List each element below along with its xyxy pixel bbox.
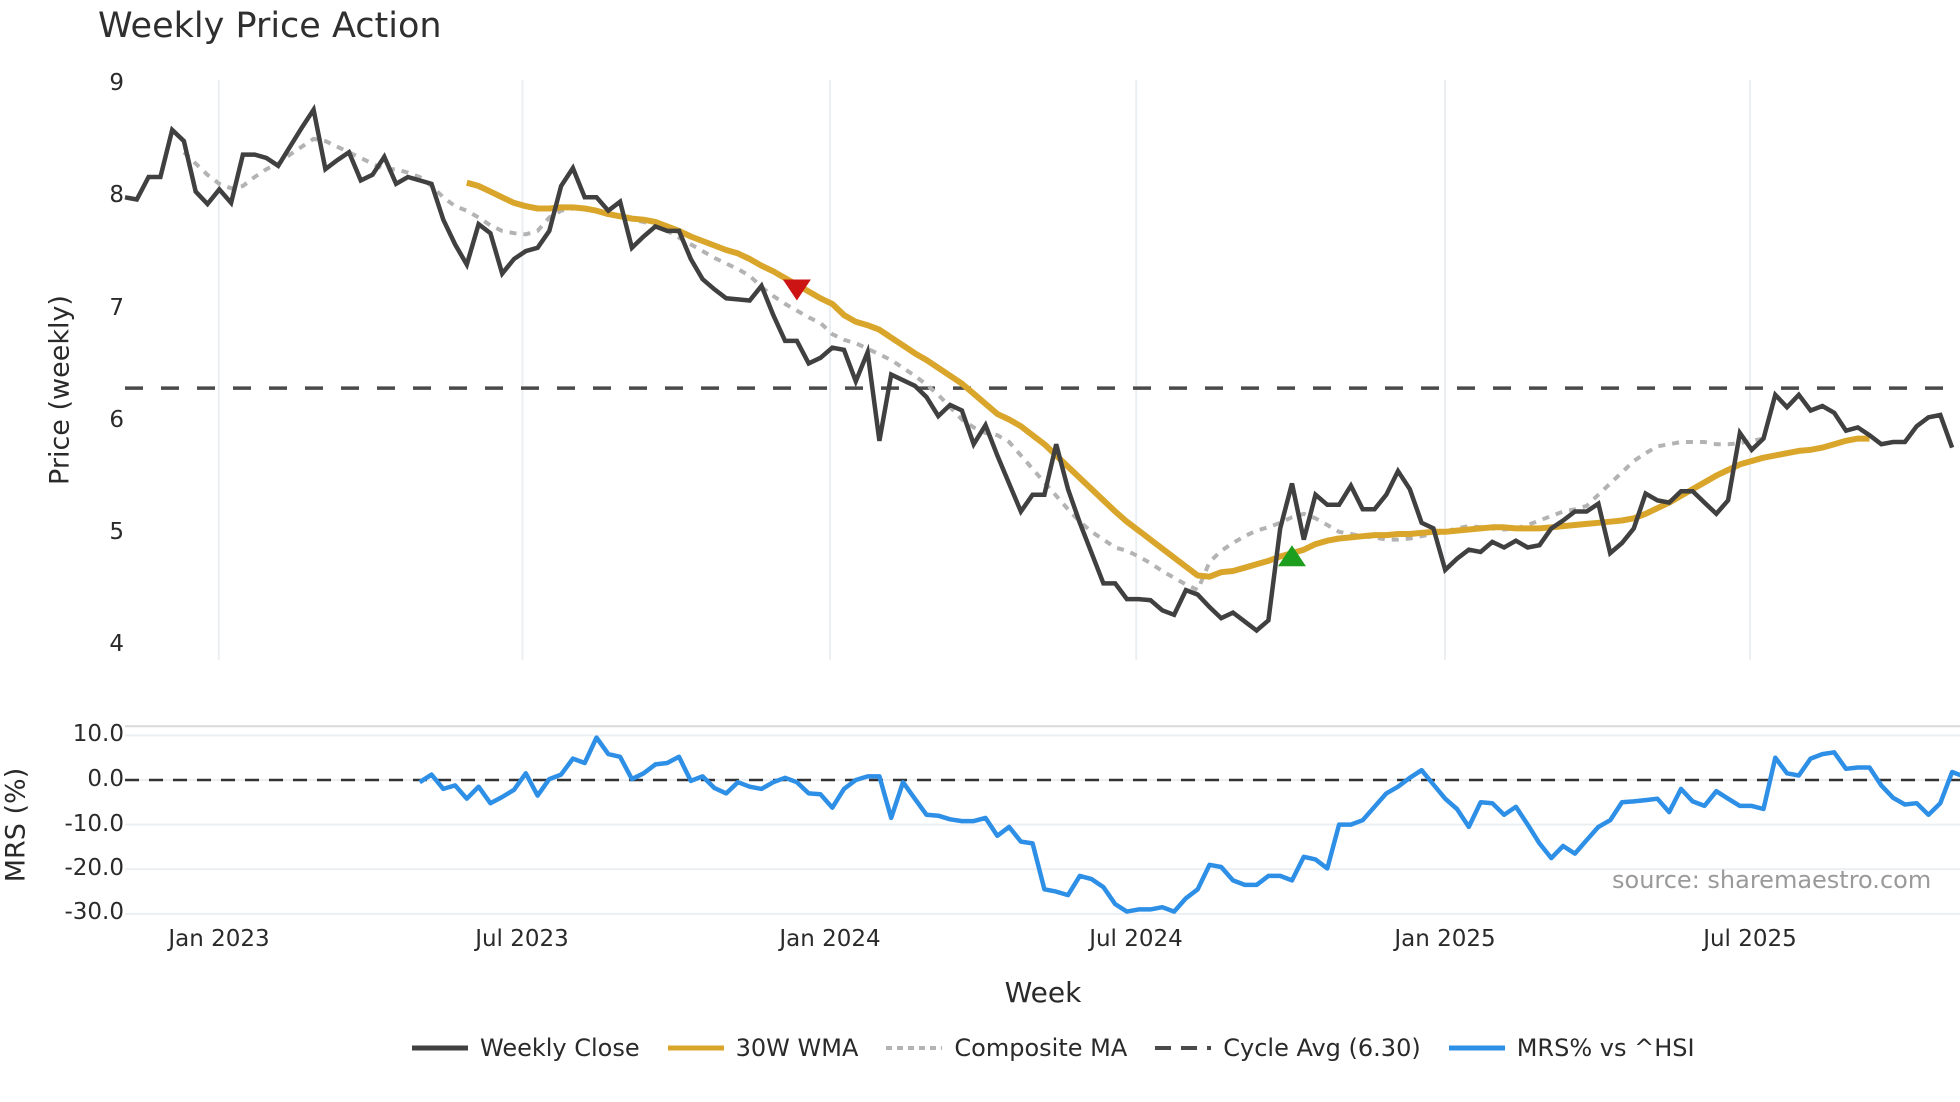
solid-line-icon bbox=[412, 1045, 468, 1051]
x-tick: Jan 2024 bbox=[779, 926, 881, 952]
mrs-axis-label: MRS (%) bbox=[0, 767, 32, 883]
grid-lines bbox=[217, 80, 1751, 660]
price-tick: 7 bbox=[109, 295, 124, 321]
legend-item-30w-wma[interactable]: 30W WMA bbox=[666, 1034, 859, 1062]
mrs-tick: -20.0 bbox=[64, 855, 124, 881]
source-watermark: source: sharemaestro.com bbox=[1612, 866, 1932, 894]
x-tick: Jan 2023 bbox=[168, 926, 270, 952]
solid-line-icon bbox=[667, 1045, 724, 1051]
mrs-tick: 0.0 bbox=[87, 766, 124, 792]
mrs-tick: 10.0 bbox=[72, 721, 124, 747]
legend-label: 30W WMA bbox=[735, 1034, 859, 1062]
chart-title: Weekly Price Action bbox=[98, 6, 442, 46]
mrs-tick: -10.0 bbox=[64, 811, 124, 837]
dashed-line-icon bbox=[1155, 1046, 1212, 1050]
legend-item-weekly-close[interactable]: Weekly Close bbox=[410, 1034, 640, 1062]
signal-markers bbox=[782, 279, 1306, 567]
sell-signal-icon bbox=[782, 279, 811, 301]
x-tick: Jul 2023 bbox=[475, 926, 569, 952]
price-tick: 6 bbox=[109, 407, 124, 433]
x-tick: Jul 2025 bbox=[1703, 926, 1797, 952]
legend: Weekly Close 30W WMA Composite MA Cycle … bbox=[410, 1034, 1721, 1062]
price-tick: 8 bbox=[109, 182, 124, 208]
x-tick: Jul 2024 bbox=[1089, 926, 1183, 952]
x-tick: Jan 2025 bbox=[1394, 926, 1496, 952]
legend-label: MRS% vs ^HSI bbox=[1516, 1034, 1695, 1062]
30w-wma-line bbox=[465, 179, 1870, 580]
price-tick: 4 bbox=[109, 631, 124, 657]
buy-signal-icon bbox=[1277, 545, 1306, 567]
price-tick: 9 bbox=[109, 70, 124, 96]
price-axis-label: Price (weekly) bbox=[44, 295, 76, 485]
x-axis-label: Week bbox=[1004, 976, 1082, 1009]
legend-item-composite-ma[interactable]: Composite MA bbox=[884, 1034, 1127, 1062]
series-lines bbox=[124, 103, 1960, 914]
composite-ma-line bbox=[182, 136, 1764, 593]
mrs-grid-lines bbox=[125, 725, 1960, 915]
legend-label: Weekly Close bbox=[480, 1034, 640, 1062]
mrs-tick: -30.0 bbox=[64, 899, 124, 925]
reference-lines bbox=[125, 386, 1960, 782]
solid-line-icon bbox=[1448, 1045, 1505, 1051]
legend-label: Cycle Avg (6.30) bbox=[1223, 1034, 1421, 1062]
price-tick: 5 bbox=[109, 519, 124, 545]
mrs-line bbox=[418, 735, 1960, 914]
legend-item-cycle-avg[interactable]: Cycle Avg (6.30) bbox=[1153, 1034, 1421, 1062]
legend-item-mrs[interactable]: MRS% vs ^HSI bbox=[1447, 1034, 1695, 1062]
weekly-close-line bbox=[124, 103, 1955, 634]
legend-label: Composite MA bbox=[954, 1034, 1128, 1062]
dotted-line-icon bbox=[886, 1046, 943, 1050]
